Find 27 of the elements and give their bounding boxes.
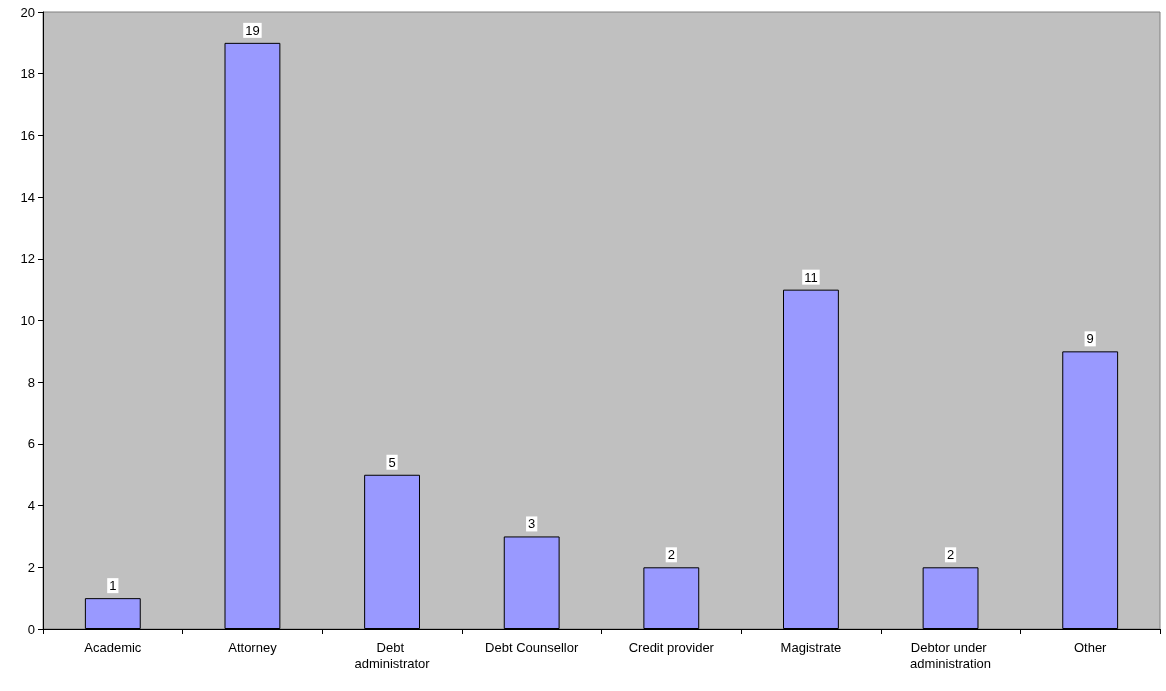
y-tick-label: 4 xyxy=(27,498,35,514)
x-tick-label: Other xyxy=(1073,639,1108,655)
x-tick-label: Debt administrator xyxy=(354,639,431,671)
x-tick-label: Magistrate xyxy=(780,639,842,655)
data-label: 9 xyxy=(1086,331,1094,347)
data-label: 2 xyxy=(946,547,955,563)
y-tick-label: 8 xyxy=(27,374,35,390)
data-label: 1 xyxy=(109,578,117,594)
x-tick-label: Academic xyxy=(84,639,142,655)
x-tick-label: Debt Counsellor xyxy=(485,639,579,655)
x-tick-label: Debtor under administration xyxy=(910,639,992,671)
y-tick-label: 6 xyxy=(27,436,35,452)
y-tick-label: 14 xyxy=(20,189,35,205)
y-tick-label: 10 xyxy=(20,313,35,328)
y-tick-label: 18 xyxy=(20,66,35,82)
data-label: 3 xyxy=(528,516,536,532)
data-label: 5 xyxy=(388,454,396,470)
y-tick-label: 2 xyxy=(27,559,35,575)
x-tick-label: Credit provider xyxy=(628,639,715,655)
data-label: 11 xyxy=(804,269,818,285)
data-label: 19 xyxy=(245,22,260,38)
y-tick-label: 0 xyxy=(27,621,35,637)
y-tick-label: 12 xyxy=(20,251,35,267)
x-tick-label: Attorney xyxy=(228,639,278,655)
data-label: 2 xyxy=(667,547,675,563)
y-tick-label: 16 xyxy=(20,127,35,143)
y-tick-label: 20 xyxy=(20,4,35,20)
